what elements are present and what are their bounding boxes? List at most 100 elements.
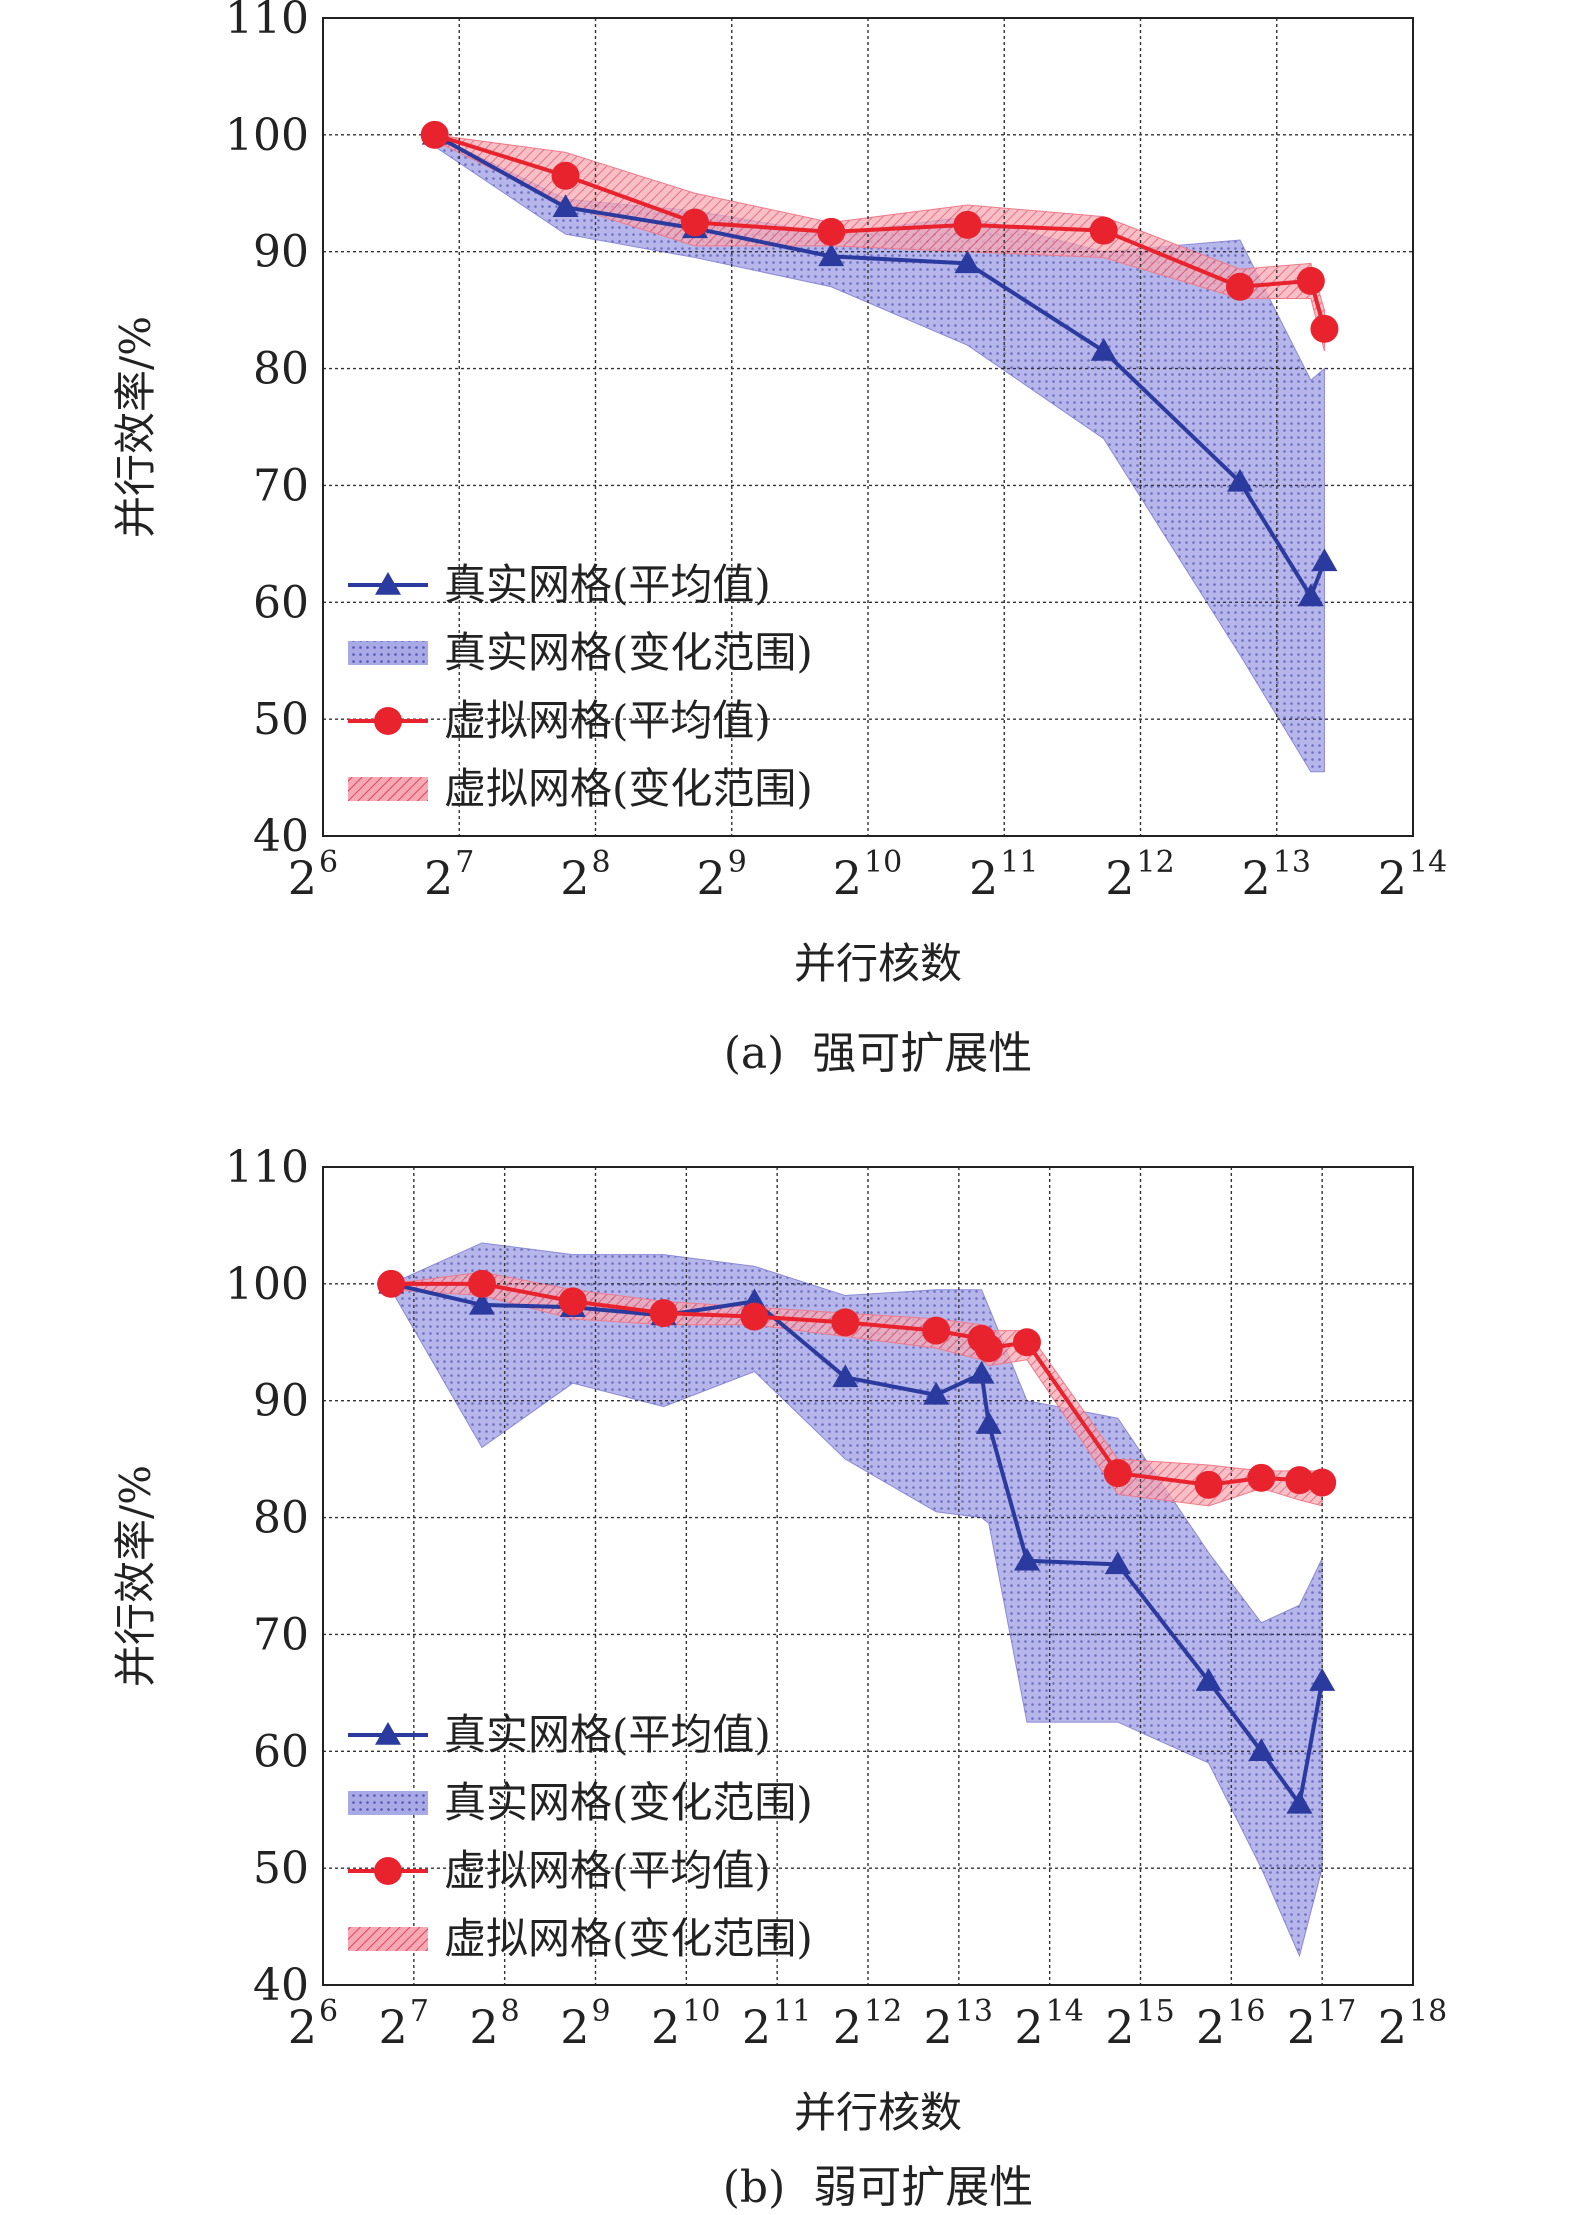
x-tick-exponent: 13 bbox=[1273, 845, 1311, 880]
x-tick-exponent: 9 bbox=[728, 845, 747, 880]
real-mean-point bbox=[832, 1364, 859, 1388]
virtual-mean-point bbox=[420, 120, 449, 149]
x-tick-base: 2 bbox=[651, 2000, 680, 2054]
x-tick-base: 2 bbox=[560, 2000, 589, 2054]
x-tick-base: 2 bbox=[1014, 2000, 1043, 2054]
x-tick-base: 2 bbox=[424, 851, 453, 905]
virtual-mean-point bbox=[1308, 1468, 1337, 1497]
x-tick-base: 2 bbox=[696, 851, 725, 905]
x-tick-base: 2 bbox=[379, 2000, 408, 2054]
legend-item-virtual-mean: 虚拟网格(平均值) bbox=[348, 1846, 771, 1895]
virtual-mean-point bbox=[953, 210, 982, 239]
x-axis-label: 并行核数 bbox=[794, 939, 962, 988]
legend-item-virtual-range: 虚拟网格(变化范围) bbox=[348, 1914, 813, 1963]
x-tick-base: 2 bbox=[469, 2000, 498, 2054]
x-tick-exponent: 10 bbox=[864, 845, 902, 880]
y-tick-label: 80 bbox=[253, 1493, 309, 1544]
real-mean-point bbox=[1090, 338, 1117, 361]
x-tick-base: 2 bbox=[1241, 851, 1270, 905]
x-tick-label: 2 13 bbox=[924, 1994, 993, 2054]
y-tick-label: 100 bbox=[225, 1259, 309, 1310]
legend-item-virtual-mean: 虚拟网格(平均值) bbox=[348, 696, 771, 745]
y-tick-label: 80 bbox=[253, 344, 309, 395]
hatched-swatch-icon bbox=[348, 1927, 428, 1951]
hatched-swatch-icon bbox=[348, 777, 428, 801]
x-tick-base: 2 bbox=[969, 851, 998, 905]
real-mean-point bbox=[1226, 468, 1253, 492]
data-series bbox=[377, 1269, 1337, 1814]
y-axis-label: 并行效率/% bbox=[111, 316, 160, 538]
virtual-mean-point bbox=[377, 1269, 406, 1298]
legend-item-real-range: 真实网格(变化范围) bbox=[348, 1778, 813, 1827]
real-mean-point bbox=[1248, 1738, 1275, 1762]
real-mean-point bbox=[1309, 1668, 1336, 1691]
x-tick-base: 2 bbox=[560, 851, 589, 905]
x-tick-exponent: 11 bbox=[773, 1994, 811, 2029]
y-tick-label: 40 bbox=[253, 1960, 309, 2011]
virtual-mean-point bbox=[817, 217, 846, 246]
virtual-mean-point bbox=[1194, 1470, 1223, 1499]
y-tick-label: 60 bbox=[253, 577, 309, 628]
legend-item-virtual-range: 虚拟网格(变化范围) bbox=[348, 764, 813, 813]
y-tick-label: 50 bbox=[253, 1843, 309, 1894]
y-tick-labels: 40 50 60 70 80 90 100 110 bbox=[225, 0, 309, 862]
legend-label: 虚拟网格(平均值) bbox=[444, 696, 771, 745]
virtual-mean-point bbox=[974, 1334, 1003, 1363]
y-tick-label: 90 bbox=[253, 1376, 309, 1427]
real-mean-point bbox=[468, 1291, 495, 1315]
x-tick-exponent: 8 bbox=[592, 845, 611, 880]
legend: 真实网格(平均值) 真实网格(变化范围) 虚拟网格(平均值) 虚拟网格(变化范围… bbox=[348, 1710, 813, 1963]
legend-item-real-range: 真实网格(变化范围) bbox=[348, 628, 813, 677]
x-tick-base: 2 bbox=[288, 851, 317, 905]
x-tick-labels: 2 6 2 7 2 8 2 9 2 10 2 11 2 12 2 13 2 14 2 15 2 16 2 17 2 18 bbox=[288, 1994, 1447, 2054]
x-tick-exponent: 15 bbox=[1137, 1994, 1175, 2029]
circle-marker-icon bbox=[374, 707, 402, 735]
x-tick-label: 2 12 bbox=[833, 1994, 902, 2054]
x-tick-base: 2 bbox=[833, 2000, 862, 2054]
x-tick-base: 2 bbox=[1378, 851, 1407, 905]
x-tick-label: 2 14 bbox=[1014, 1994, 1083, 2054]
x-tick-base: 2 bbox=[1105, 851, 1134, 905]
real-mean-point bbox=[1297, 583, 1324, 607]
virtual-mean-point bbox=[558, 1287, 587, 1316]
x-tick-label: 2 10 bbox=[651, 1994, 720, 2054]
y-tick-labels: 40 50 60 70 80 90 100 110 bbox=[225, 1142, 309, 2011]
x-tick-label: 2 13 bbox=[1241, 845, 1310, 905]
triangle-marker-icon bbox=[375, 572, 401, 595]
x-tick-exponent: 6 bbox=[319, 845, 338, 880]
x-tick-label: 2 15 bbox=[1105, 1994, 1174, 2054]
dotted-swatch-icon bbox=[348, 641, 428, 665]
y-tick-label: 40 bbox=[253, 811, 309, 862]
virtual-mean-point bbox=[1012, 1328, 1041, 1357]
y-tick-label: 110 bbox=[225, 0, 309, 44]
x-tick-base: 2 bbox=[1378, 2000, 1407, 2054]
x-tick-exponent: 12 bbox=[1137, 845, 1175, 880]
x-tick-exponent: 17 bbox=[1318, 1994, 1356, 2029]
x-tick-label: 2 14 bbox=[1378, 845, 1447, 905]
x-tick-exponent: 9 bbox=[592, 1994, 611, 2029]
x-tick-exponent: 11 bbox=[1000, 845, 1038, 880]
x-tick-exponent: 10 bbox=[682, 1994, 720, 2029]
x-tick-base: 2 bbox=[1105, 2000, 1134, 2054]
triangle-marker-icon bbox=[375, 1722, 401, 1745]
real-mean-point bbox=[1286, 1790, 1313, 1814]
virtual-mean-point bbox=[680, 208, 709, 237]
grid-lines bbox=[323, 18, 1413, 836]
y-tick-label: 70 bbox=[253, 1609, 309, 1660]
chart-caption: (a) 强可扩展性 bbox=[724, 1028, 1033, 1079]
dotted-swatch-icon bbox=[348, 1791, 428, 1815]
legend-label: 虚拟网格(变化范围) bbox=[444, 1914, 813, 1963]
virtual-mean-point bbox=[1296, 266, 1325, 295]
real-mean-point bbox=[1013, 1547, 1040, 1571]
x-tick-exponent: 6 bbox=[319, 1994, 338, 2029]
legend-item-real-mean: 真实网格(平均值) bbox=[348, 560, 771, 609]
y-tick-label: 50 bbox=[253, 694, 309, 745]
